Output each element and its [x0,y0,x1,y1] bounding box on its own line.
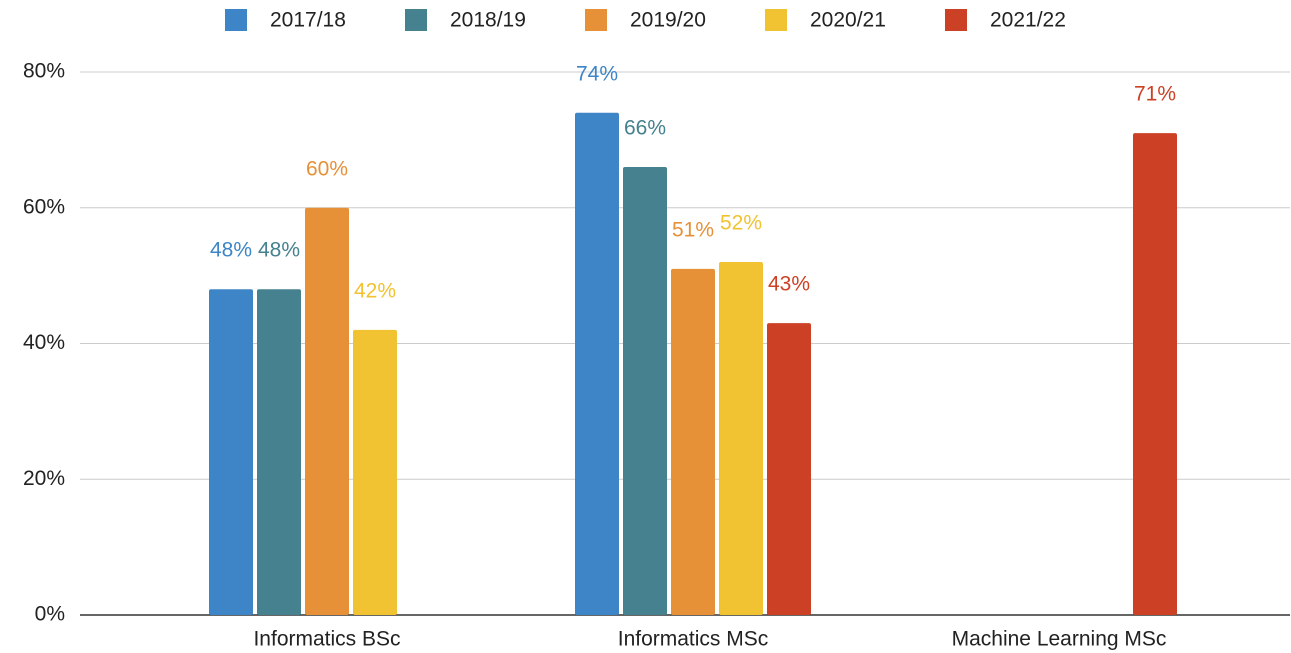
legend-label: 2019/20 [630,9,706,32]
bar [623,167,667,615]
legend-label: 2017/18 [270,9,346,32]
legend-swatch [765,9,787,31]
bar [353,329,397,615]
legend-swatch [945,9,967,31]
data-label: 60% [306,157,348,180]
bar [257,289,301,615]
data-label: 71% [1134,83,1176,106]
bar [1133,133,1177,615]
data-label: 42% [354,279,396,302]
legend-label: 2018/19 [450,9,526,32]
bar [767,323,811,615]
y-tick-label: 40% [23,331,65,354]
data-label: 48% [210,239,252,262]
bar [209,289,253,615]
bar [305,207,349,615]
legend-label: 2020/21 [810,9,886,32]
y-tick-label: 80% [23,60,65,83]
legend-swatch [585,9,607,31]
x-tick-label: Informatics MSc [618,628,769,651]
data-label: 48% [258,239,300,262]
bar [719,262,763,615]
data-label: 51% [672,218,714,241]
data-label: 43% [768,273,810,296]
legend-label: 2021/22 [990,9,1066,32]
y-tick-label: 20% [23,467,65,490]
bar [575,112,619,615]
x-tick-label: Informatics BSc [253,628,400,651]
legend-swatch [405,9,427,31]
legend-swatch [225,9,247,31]
data-label: 52% [720,212,762,235]
x-tick-label: Machine Learning MSc [952,628,1167,651]
y-tick-label: 0% [35,603,65,626]
bar [671,268,715,615]
y-tick-label: 60% [23,195,65,218]
data-label: 66% [624,117,666,140]
data-label: 74% [576,62,618,85]
